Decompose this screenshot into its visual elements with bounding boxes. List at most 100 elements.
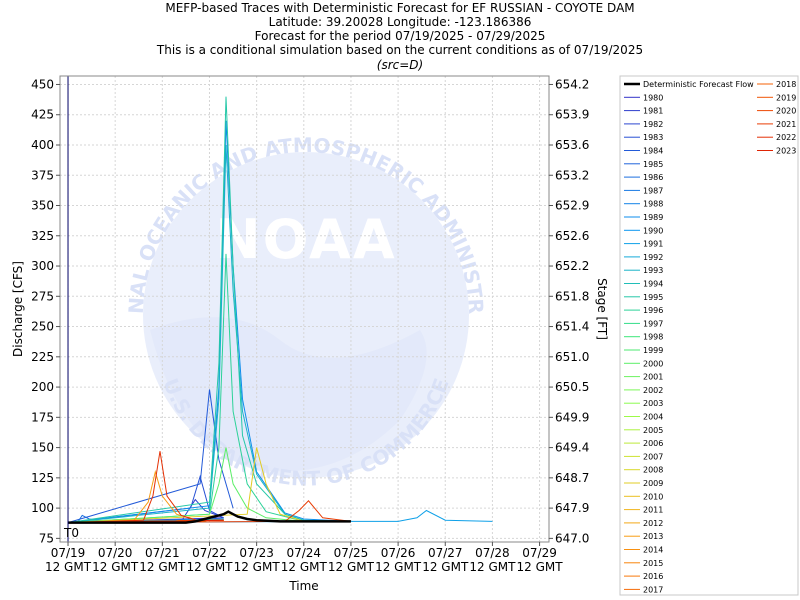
series-line-2021 <box>67 500 351 524</box>
legend-label-2019: 2019 <box>776 93 796 102</box>
legend-label-2018: 2018 <box>776 80 796 89</box>
y2-tick-label: 651.0 <box>555 350 589 364</box>
legend-label-1993: 1993 <box>643 266 663 275</box>
y2-tick-label: 653.6 <box>555 138 589 152</box>
x-tick-date: 07/26 <box>381 546 416 560</box>
y-tick-label: 325 <box>31 229 54 243</box>
x-tick-date: 07/25 <box>334 546 369 560</box>
legend-label-2022: 2022 <box>776 133 796 142</box>
legend: Deterministic Forecast Flow 1980 1981 1982 1… <box>619 75 799 596</box>
y2-tick-label: 654.2 <box>555 77 589 91</box>
legend-label-2012: 2012 <box>643 519 663 528</box>
legend-label-1994: 1994 <box>643 280 663 289</box>
y2-tick-label: 652.9 <box>555 199 589 213</box>
legend-label-1985: 1985 <box>643 160 663 169</box>
x-tick-date: 07/23 <box>239 546 274 560</box>
y-tick-label: 150 <box>31 441 54 455</box>
y2-tick-label: 653.9 <box>555 108 589 122</box>
y-tick-label: 225 <box>31 350 54 364</box>
x-tick-date: 07/27 <box>428 546 463 560</box>
legend-label-1990: 1990 <box>643 226 663 235</box>
y2-tick-label: 649.9 <box>555 410 589 424</box>
y-tick-label: 400 <box>31 138 54 152</box>
legend-label-1991: 1991 <box>643 240 663 249</box>
series-line-1996 <box>67 253 304 524</box>
legend-label-1999: 1999 <box>643 346 663 355</box>
y2-tick-label: 649.4 <box>555 441 589 455</box>
legend-label-deterministic: Deterministic Forecast Flow <box>643 80 754 89</box>
legend-label-1988: 1988 <box>643 200 663 209</box>
y2-tick-label: 653.2 <box>555 168 589 182</box>
legend-label-2002: 2002 <box>643 386 663 395</box>
legend-label-2020: 2020 <box>776 107 796 116</box>
legend-label-1983: 1983 <box>643 133 663 142</box>
legend-label-2013: 2013 <box>643 532 663 541</box>
y-axis-left: 75 100 125 150 175 200 225 250 275 300 325 350 375 40… <box>31 77 60 545</box>
legend-label-1997: 1997 <box>643 319 663 328</box>
legend-label-1984: 1984 <box>643 147 663 156</box>
legend-label-2014: 2014 <box>643 546 663 555</box>
x-tick-time: 12 GMT <box>422 560 469 574</box>
y-tick-label: 275 <box>31 289 54 303</box>
chart-subtitle: (src=D) <box>377 58 423 72</box>
legend-box <box>619 75 799 596</box>
y-tick-label: 425 <box>31 108 54 122</box>
x-tick-date: 07/28 <box>475 546 510 560</box>
deterministic-layer <box>68 510 351 524</box>
legend-label-2008: 2008 <box>643 466 663 475</box>
y-tick-label: 350 <box>31 199 54 213</box>
legend-label-1986: 1986 <box>643 173 663 182</box>
y-tick-label: 450 <box>31 77 54 91</box>
x-tick-date: 07/21 <box>145 546 180 560</box>
y2-tick-label: 652.6 <box>555 229 589 243</box>
y-axis-title: Discharge [CFS] <box>11 261 25 357</box>
watermark-noaa-text: NOAA <box>215 208 396 271</box>
x-tick-time: 12 GMT <box>328 560 375 574</box>
series-line-1995 <box>67 96 351 524</box>
legend-label-2015: 2015 <box>643 559 663 568</box>
x-tick-date: 07/19 <box>51 546 86 560</box>
legend-label-2003: 2003 <box>643 399 663 408</box>
y-tick-label: 125 <box>31 471 54 485</box>
legend-label-2004: 2004 <box>643 413 663 422</box>
x-tick-date: 07/22 <box>192 546 227 560</box>
legend-label-2000: 2000 <box>643 359 663 368</box>
x-tick-time: 12 GMT <box>234 560 281 574</box>
legend-label-1998: 1998 <box>643 333 663 342</box>
legend-label-2016: 2016 <box>643 572 663 581</box>
y-axis-right: 647.0 647.9 648.7 649.4 649.9 650.5 651.0 651.4… <box>549 77 589 545</box>
legend-label-1992: 1992 <box>643 253 663 262</box>
t0-label: T0 <box>63 526 79 540</box>
y2-tick-label: 652.2 <box>555 259 589 273</box>
legend-label-2007: 2007 <box>643 452 663 461</box>
y-tick-label: 100 <box>31 501 54 515</box>
series-line-1984 <box>67 389 234 524</box>
y-tick-label: 300 <box>31 259 54 273</box>
series-line-2022 <box>67 451 201 524</box>
legend-label-2011: 2011 <box>643 506 663 515</box>
legend-label-2023: 2023 <box>776 147 796 156</box>
title-line-1: MEFP-based Traces with Deterministic For… <box>165 1 634 15</box>
series-line-2000 <box>67 447 304 524</box>
legend-label-2021: 2021 <box>776 120 796 129</box>
y2-tick-label: 647.9 <box>555 501 589 515</box>
x-tick-time: 12 GMT <box>139 560 186 574</box>
legend-label-1980: 1980 <box>643 93 663 102</box>
title-line-4: This is a conditional simulation based o… <box>156 43 643 57</box>
y2-tick-label: 647.0 <box>555 531 589 545</box>
legend-label-2005: 2005 <box>643 426 663 435</box>
legend-label-1987: 1987 <box>643 186 663 195</box>
title-line-3: Forecast for the period 07/19/2025 - 07/… <box>255 29 546 43</box>
legend-label-2001: 2001 <box>643 373 663 382</box>
title-line-2: Latitude: 39.20028 Longitude: -123.18638… <box>269 15 532 29</box>
x-tick-time: 12 GMT <box>45 560 92 574</box>
x-axis-title: Time <box>288 579 318 593</box>
legend-label-2010: 2010 <box>643 492 663 501</box>
x-tick-time: 12 GMT <box>375 560 422 574</box>
x-tick-time: 12 GMT <box>281 560 328 574</box>
y2-tick-label: 651.4 <box>555 320 589 334</box>
y2-tick-label: 648.7 <box>555 471 589 485</box>
y-tick-label: 375 <box>31 168 54 182</box>
legend-label-2009: 2009 <box>643 479 663 488</box>
